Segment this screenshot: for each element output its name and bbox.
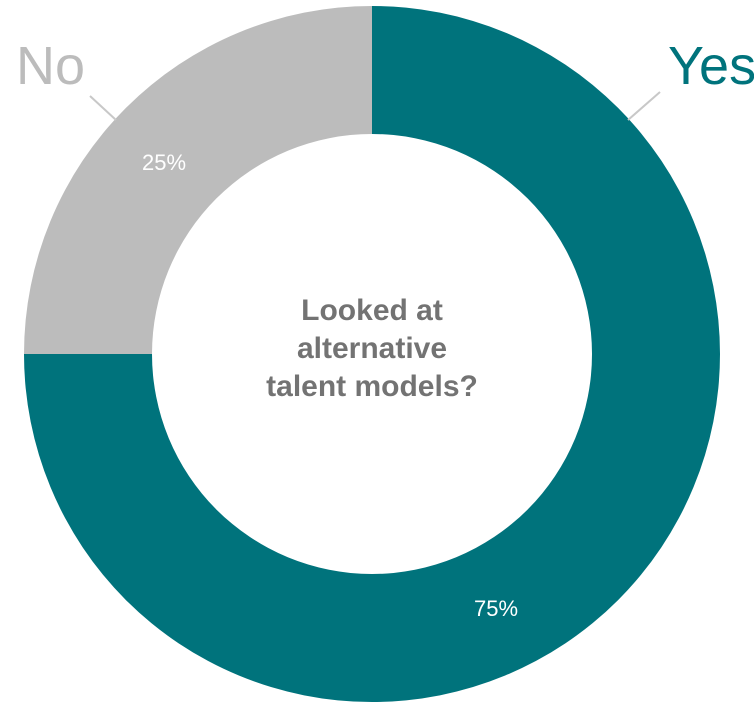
- value-label-no: 25%: [142, 150, 186, 175]
- center-title-line-3: talent models?: [266, 370, 478, 403]
- category-label-yes: Yes: [668, 36, 754, 96]
- center-title-line-2: alternative: [296, 332, 448, 365]
- slice-no: [24, 6, 372, 354]
- category-label-no: No: [16, 36, 85, 96]
- center-title-line-1: Looked at: [301, 294, 443, 327]
- slice-yes: [24, 6, 720, 702]
- chart-center-title: Looked at alternative talent models?: [222, 292, 522, 406]
- leader-line-yes: [627, 91, 661, 121]
- leader-line-no: [89, 95, 117, 121]
- value-label-yes: 75%: [474, 596, 518, 621]
